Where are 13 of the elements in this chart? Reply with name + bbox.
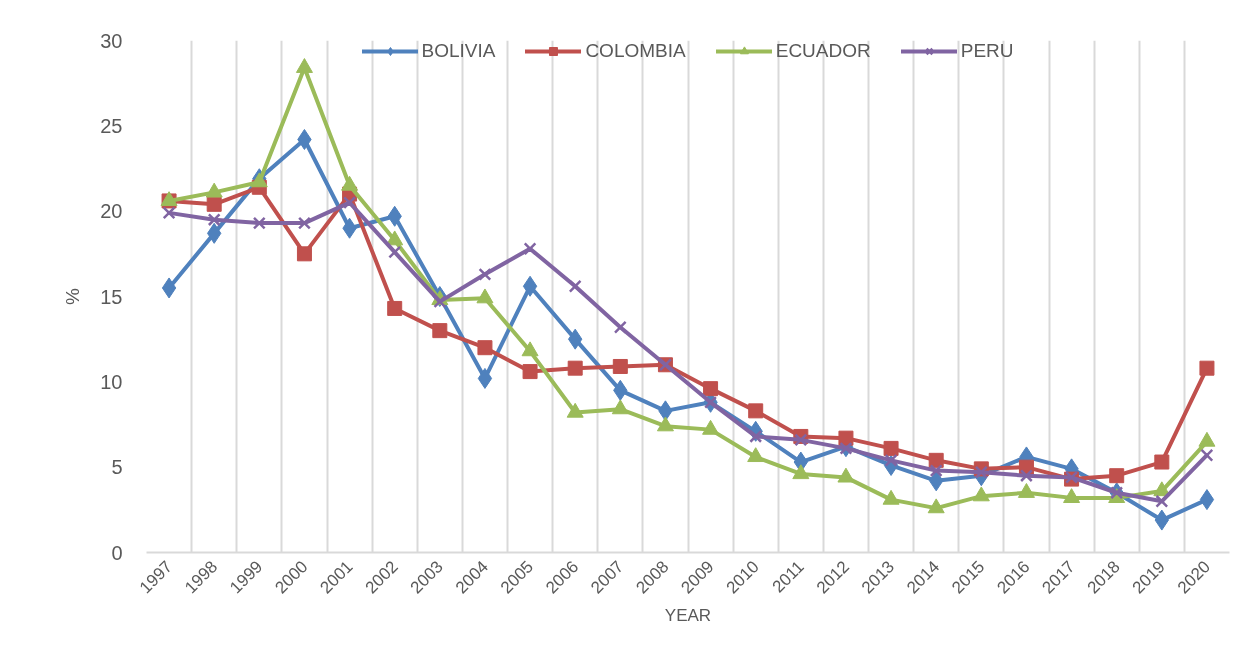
legend-label: PERU — [960, 40, 1014, 62]
y-tick-label: 5 — [111, 456, 123, 479]
y-tick-label: 15 — [100, 285, 123, 308]
y-tick-label: 20 — [100, 200, 123, 223]
y-tick-label: 25 — [100, 114, 123, 137]
y-tick-label: 10 — [100, 370, 123, 393]
legend-label: BOLIVIA — [421, 40, 496, 62]
x-axis-title: YEAR — [664, 605, 712, 625]
y-tick-label: 0 — [111, 541, 123, 564]
legend-label: ECUADOR — [775, 40, 871, 62]
y-axis-title: % — [62, 287, 84, 305]
y-tick-label: 30 — [100, 29, 123, 52]
legend-label: COLOMBIA — [585, 40, 686, 62]
